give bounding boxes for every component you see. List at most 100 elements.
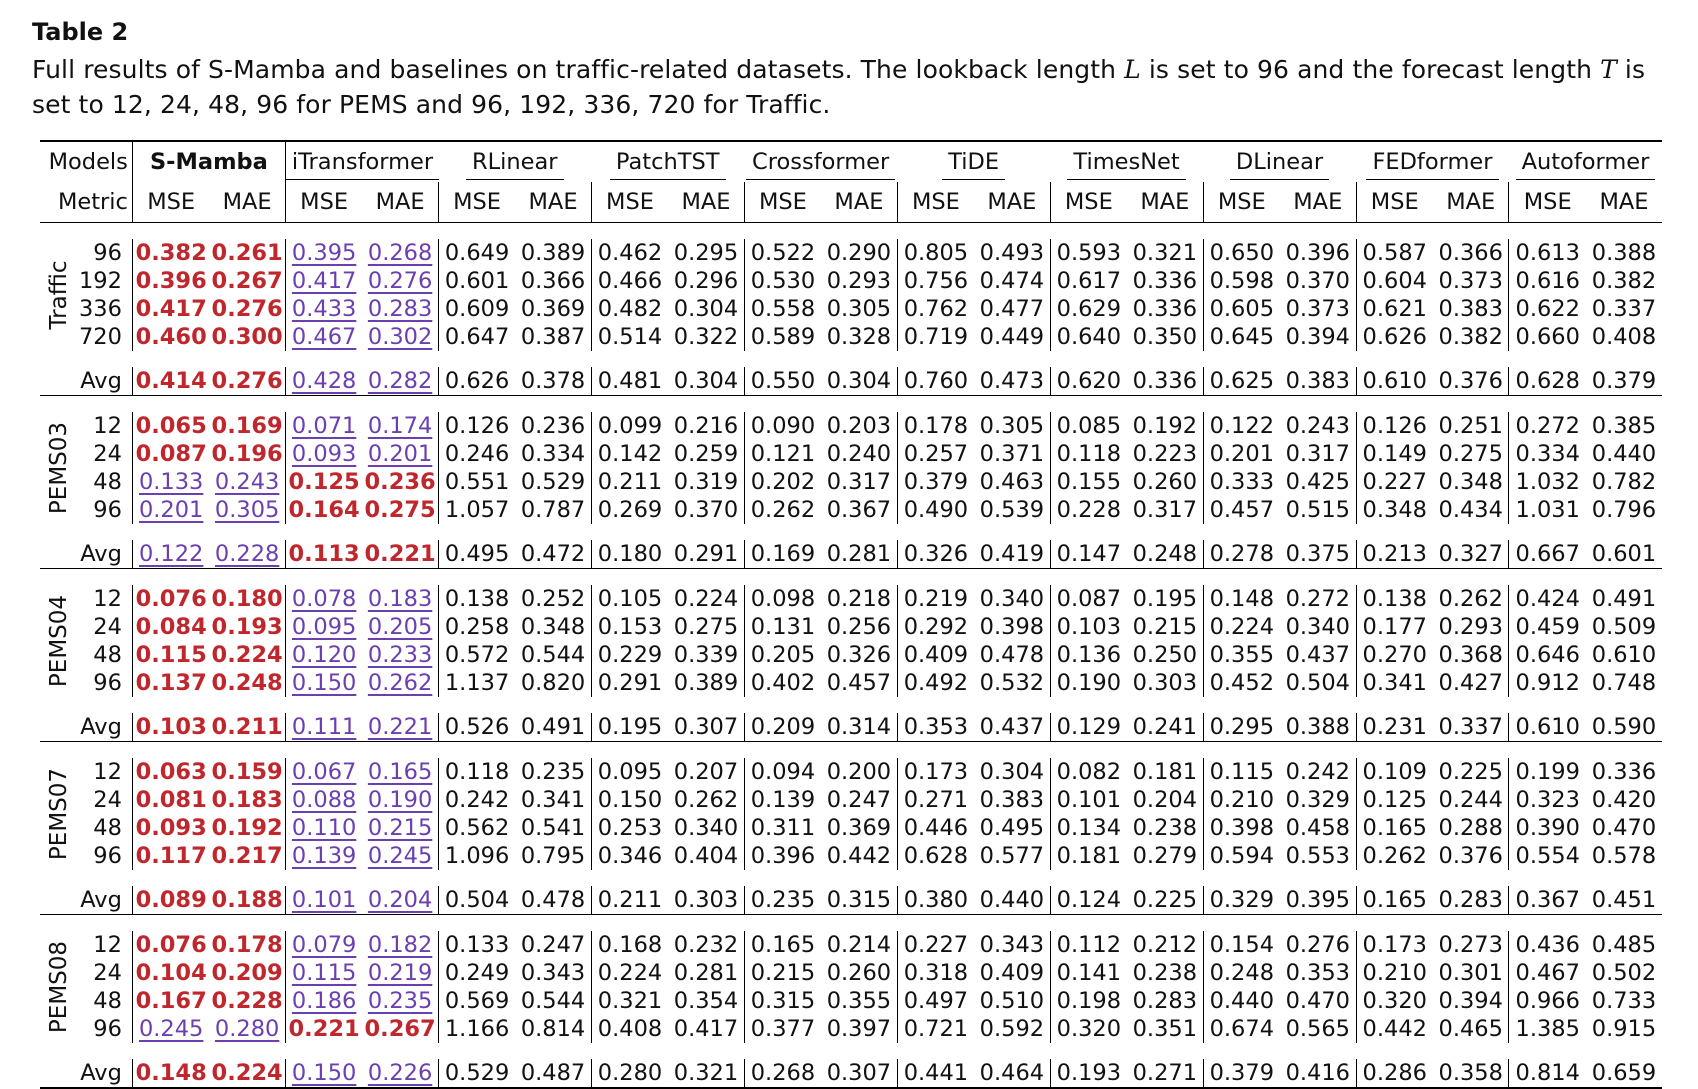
value: 0.417: [673, 1016, 739, 1042]
value-cell: 0.141: [1050, 959, 1127, 987]
dataset-label-cell: PEMS03: [40, 412, 77, 524]
value: 0.275: [673, 614, 739, 640]
value: 0.425: [1285, 469, 1350, 495]
best-value: 0.169: [211, 413, 283, 439]
value: 0.105: [597, 586, 663, 612]
value-cell: 0.379: [1203, 1059, 1281, 1089]
caption-part3: is set to 12, 24, 48, 96 for PEMS and 96…: [32, 55, 1646, 119]
value-cell: 0.340: [1280, 613, 1357, 641]
value-cell: 0.293: [1433, 613, 1510, 641]
value: 0.466: [597, 268, 663, 294]
value: 0.382: [1591, 268, 1657, 294]
value-cell: 0.617: [1050, 267, 1127, 295]
value: 0.195: [1132, 586, 1198, 612]
value: 0.375: [1285, 541, 1350, 567]
value-cell: 0.165: [1356, 886, 1434, 915]
value: 0.370: [673, 497, 739, 523]
value-cell: 1.385: [1509, 1015, 1586, 1043]
value-cell: 0.215: [1127, 613, 1204, 641]
value: 0.314: [826, 714, 892, 740]
value-cell: 0.231: [1356, 713, 1434, 742]
value: 0.341: [520, 787, 586, 813]
value: 0.529: [520, 469, 586, 495]
best-value: 0.104: [135, 960, 207, 986]
value: 0.333: [1209, 469, 1275, 495]
value: 0.139: [750, 787, 816, 813]
value: 0.340: [1285, 614, 1350, 640]
value-cell: 0.395: [1280, 886, 1357, 915]
value-cell: 0.317: [821, 468, 898, 496]
value: 0.369: [520, 296, 586, 322]
forecast-length: 192: [77, 267, 133, 295]
value-cell: 0.243: [1280, 412, 1357, 440]
value-cell: 0.351: [1127, 1015, 1204, 1043]
value-cell: 0.551: [438, 468, 515, 496]
value: 0.244: [1438, 787, 1503, 813]
value: 0.204: [1132, 787, 1198, 813]
value-cell: 0.302: [362, 323, 439, 351]
second-best-value: 0.276: [367, 268, 433, 294]
value-cell: 0.221: [285, 1015, 362, 1043]
value-cell: 0.388: [1586, 239, 1662, 267]
value-cell: 0.063: [132, 758, 209, 786]
spacer-cell: [40, 569, 1662, 586]
table-row: PEMS08 12 0.076 0.178 0.079 0.182 0.133 0.247 0.…: [40, 931, 1662, 1033]
value: 0.625: [1209, 368, 1275, 394]
value-cell: 0.242: [1280, 758, 1357, 786]
value-cell: 0.334: [1509, 440, 1586, 468]
second-best-value: 0.115: [291, 960, 357, 986]
spacer-cell: [40, 396, 1662, 413]
best-value: 0.224: [211, 1060, 283, 1086]
value: 0.551: [444, 469, 510, 495]
value-cell: 0.442: [821, 842, 898, 870]
value-cell: 0.213: [1356, 540, 1434, 569]
value-cell: 0.221: [362, 540, 439, 569]
value: 0.529: [444, 1060, 510, 1086]
mae-header: MAE: [974, 182, 1051, 223]
value: 0.180: [597, 541, 663, 567]
spacer-cell: [40, 524, 1662, 540]
model-name: iTransformer: [285, 147, 440, 180]
value: 0.190: [1056, 670, 1122, 696]
value: 0.440: [979, 887, 1045, 913]
forecast-length: 96: [77, 239, 133, 267]
value-cell: 0.207: [668, 758, 745, 786]
table-row: 336 0.417 0.276 0.433 0.283 0.609 0.369 0.482 0.…: [40, 295, 1662, 323]
value-cell: 0.383: [1433, 295, 1510, 323]
value-cell: 0.336: [1127, 267, 1204, 295]
value: 0.492: [903, 670, 969, 696]
value-cell: 0.660: [1509, 323, 1586, 351]
spacer-row: [40, 742, 1662, 759]
value-cell: 0.373: [1433, 267, 1510, 295]
value-cell: 0.424: [1509, 585, 1586, 613]
model-name: S-Mamba: [149, 149, 268, 175]
second-best-value: 0.067: [291, 759, 357, 785]
spacer-row: [40, 524, 1662, 540]
value-cell: 0.305: [209, 496, 286, 524]
value-cell: 0.572: [438, 641, 515, 669]
value-cell: 0.202: [744, 468, 821, 496]
value-cell: 0.281: [821, 540, 898, 569]
value-cell: 0.126: [1356, 412, 1433, 440]
value-cell: 0.355: [1203, 641, 1280, 669]
value-cell: 0.235: [744, 886, 822, 915]
value: 0.348: [1438, 469, 1503, 495]
value-cell: 0.610: [1508, 713, 1586, 742]
value-cell: 0.482: [591, 295, 668, 323]
best-value: 0.076: [135, 932, 207, 958]
value: 0.346: [597, 843, 663, 869]
value-cell: 0.259: [668, 440, 745, 468]
value: 0.628: [1515, 368, 1580, 394]
value-cell: 0.209: [744, 713, 822, 742]
second-best-value: 0.262: [367, 670, 433, 696]
value: 0.436: [1515, 932, 1580, 958]
value: 0.336: [1132, 268, 1198, 294]
value: 0.177: [1362, 614, 1427, 640]
table-row: 48 0.093 0.192 0.110 0.215 0.562 0.541 0.253 0.3…: [40, 814, 1662, 842]
value-cell: 0.452: [1203, 669, 1280, 697]
value: 0.213: [1362, 541, 1427, 567]
value-cell: 0.514: [591, 323, 668, 351]
table-caption: Full results of S-Mamba and baselines on…: [32, 52, 1672, 122]
second-best-value: 0.221: [367, 714, 433, 740]
second-best-value: 0.088: [291, 787, 357, 813]
